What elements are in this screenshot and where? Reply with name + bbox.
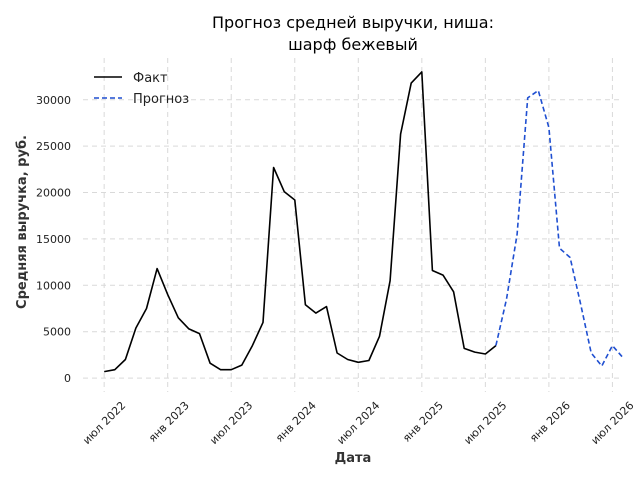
y-tick-label: 30000 bbox=[36, 94, 71, 107]
legend-label-fact: Факт bbox=[133, 71, 168, 86]
data-point-forecast bbox=[527, 97, 529, 99]
grid bbox=[83, 58, 623, 392]
data-point-fact bbox=[389, 279, 391, 281]
data-point-fact bbox=[177, 317, 179, 319]
data-point-fact bbox=[283, 190, 285, 192]
data-point-fact bbox=[251, 344, 253, 346]
data-point-fact bbox=[262, 321, 264, 323]
x-axis-title: Дата bbox=[335, 451, 372, 466]
data-point-fact bbox=[452, 291, 454, 293]
data-point-forecast bbox=[569, 256, 571, 258]
data-point-forecast bbox=[622, 356, 624, 358]
data-point-fact bbox=[103, 370, 105, 372]
series-lines bbox=[103, 71, 624, 373]
data-point-fact bbox=[241, 364, 243, 366]
y-axis-title: Средняя выручка, руб. bbox=[15, 135, 30, 309]
data-point-fact bbox=[463, 347, 465, 349]
chart-title-line2: шарф бежевый bbox=[288, 35, 418, 54]
data-point-fact bbox=[315, 312, 317, 314]
data-point-fact bbox=[410, 82, 412, 84]
data-point-fact bbox=[368, 359, 370, 361]
data-point-fact bbox=[135, 327, 137, 329]
data-point-fact bbox=[167, 293, 169, 295]
data-point-fact bbox=[156, 267, 158, 269]
legend-label-forecast: Прогноз bbox=[133, 92, 189, 107]
series-line-forecast bbox=[495, 89, 624, 367]
data-point-forecast bbox=[558, 247, 560, 249]
y-tick-label: 25000 bbox=[36, 140, 71, 153]
legend: Факт Прогноз bbox=[94, 71, 189, 107]
data-point-forecast bbox=[601, 365, 603, 367]
data-point-fact bbox=[357, 361, 359, 363]
data-point-fact bbox=[474, 351, 476, 353]
data-point-fact bbox=[399, 133, 401, 135]
data-point-forecast bbox=[590, 352, 592, 354]
y-tick-label: 0 bbox=[64, 372, 71, 385]
y-tick-label: 20000 bbox=[36, 187, 71, 200]
data-point-fact bbox=[347, 358, 349, 360]
y-tick-label: 15000 bbox=[36, 233, 71, 246]
data-point-fact bbox=[230, 369, 232, 371]
y-axis-ticks: 0 5000 10000 15000 20000 25000 30000 bbox=[36, 94, 71, 385]
data-point-fact bbox=[188, 328, 190, 330]
data-point-fact bbox=[442, 274, 444, 276]
data-point-forecast bbox=[611, 344, 613, 346]
data-point-fact bbox=[272, 166, 274, 168]
data-point-fact bbox=[431, 269, 433, 271]
data-point-fact bbox=[145, 307, 147, 309]
data-point-fact bbox=[114, 369, 116, 371]
data-point-fact bbox=[124, 358, 126, 360]
data-point-fact bbox=[336, 352, 338, 354]
data-point-fact bbox=[209, 362, 211, 364]
data-point-fact bbox=[304, 304, 306, 306]
data-point-fact bbox=[294, 199, 296, 201]
data-point-fact bbox=[219, 369, 221, 371]
data-point-forecast bbox=[579, 303, 581, 305]
series-line-fact bbox=[104, 71, 497, 373]
chart-title-line1: Прогноз средней выручки, ниша: bbox=[212, 13, 494, 32]
data-point-forecast bbox=[537, 89, 539, 91]
y-tick-label: 10000 bbox=[36, 279, 71, 292]
data-point-forecast bbox=[495, 344, 497, 346]
data-point-fact bbox=[484, 353, 486, 355]
data-point-fact bbox=[198, 332, 200, 334]
data-point-forecast bbox=[516, 233, 518, 235]
data-point-fact bbox=[421, 71, 423, 73]
data-point-fact bbox=[325, 305, 327, 307]
data-point-forecast bbox=[505, 298, 507, 300]
y-tick-label: 5000 bbox=[43, 326, 71, 339]
data-point-forecast bbox=[548, 126, 550, 128]
data-point-fact bbox=[378, 335, 380, 337]
